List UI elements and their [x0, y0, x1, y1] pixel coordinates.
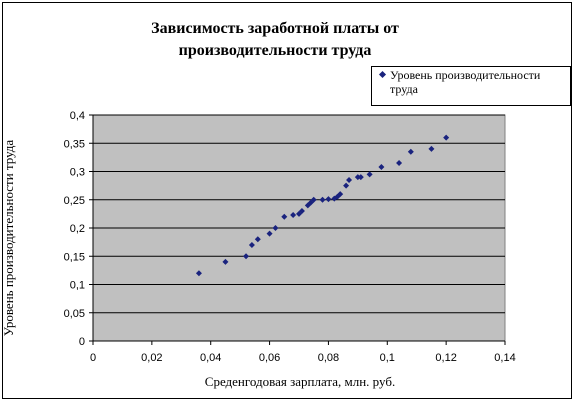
y-tick-label: 0,35 — [64, 138, 85, 150]
x-tick-label: 0,08 — [318, 352, 339, 364]
data-point — [407, 148, 414, 155]
data-point — [266, 230, 273, 237]
data-point — [428, 145, 435, 152]
data-point — [378, 163, 385, 170]
x-tick-label: 0 — [90, 352, 96, 364]
data-point — [222, 258, 229, 265]
y-tick-label: 0,1 — [70, 280, 85, 292]
x-tick-label: 0,02 — [141, 352, 162, 364]
data-point — [337, 191, 344, 198]
data-point — [243, 253, 250, 260]
data-point — [272, 225, 279, 231]
data-point — [396, 160, 403, 167]
y-tick-label: 0,2 — [70, 223, 85, 235]
y-tick-label: 0,25 — [64, 195, 85, 207]
legend-marker — [378, 70, 387, 79]
data-point — [281, 213, 288, 220]
data-point — [357, 174, 364, 181]
data-point — [298, 208, 305, 215]
x-tick-label: 0,04 — [200, 352, 221, 364]
y-tick-label: 0,05 — [64, 308, 85, 320]
data-point — [310, 196, 317, 203]
legend-series-label: Уровень производительности труда — [390, 68, 541, 96]
y-tick-label: 0,4 — [70, 110, 85, 122]
data-point — [443, 134, 450, 141]
data-point — [319, 196, 326, 203]
x-tick-label: 0,14 — [494, 352, 515, 364]
data-point — [248, 241, 255, 248]
x-tick-label: 0,1 — [380, 352, 395, 364]
data-point — [346, 176, 353, 183]
legend: Уровень производительности труда — [371, 66, 571, 106]
y-tick-label: 0,3 — [70, 167, 85, 179]
data-point — [366, 171, 373, 178]
data-point — [343, 182, 350, 189]
data-point — [290, 212, 297, 219]
data-point — [254, 236, 261, 243]
y-axis-label: Уровень производительности труда — [1, 139, 16, 337]
x-axis-label: Среденгодовая зарплата, млн. руб. — [204, 374, 396, 389]
chart-title: Зависимость заработной платы от производ… — [151, 20, 399, 59]
y-tick-label: 0,15 — [64, 251, 85, 263]
data-point — [195, 270, 202, 277]
x-tick-label: 0,06 — [259, 352, 280, 364]
x-tick-label: 0,12 — [435, 352, 456, 364]
y-tick-label: 0 — [79, 336, 85, 348]
data-point — [325, 196, 332, 203]
